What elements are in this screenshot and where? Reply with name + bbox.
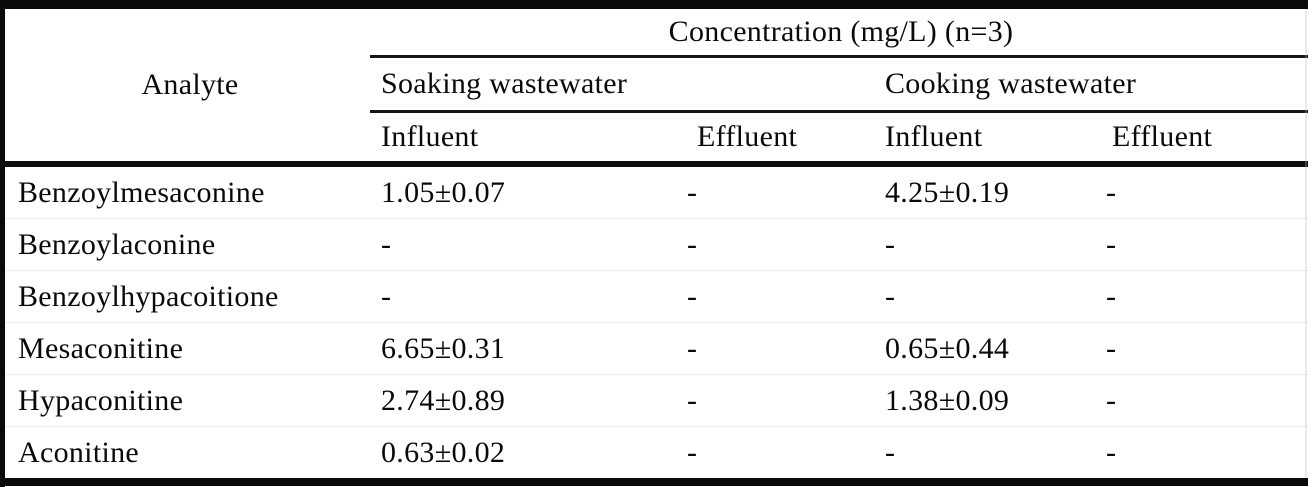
analyte-name: Benzoylmesaconine [18, 175, 265, 209]
rule-under-title [370, 55, 1308, 58]
value-cooking-effluent: - [1106, 279, 1117, 313]
value-soaking-effluent: - [687, 279, 698, 313]
value-cooking-effluent: - [1106, 175, 1117, 209]
subheader-soaking-effluent: Effluent [697, 120, 798, 153]
analyte-column-header: Analyte [141, 68, 239, 101]
value-soaking-influent: 2.74±0.89 [381, 383, 506, 417]
value-cooking-effluent: - [1106, 331, 1117, 365]
table-body: Benzoylmesaconine 1.05±0.07 - 4.25±0.19 … [5, 167, 1308, 478]
table-row: Benzoylaconine - - - - [5, 218, 1308, 270]
analyte-name: Benzoylaconine [18, 227, 216, 261]
value-soaking-effluent: - [687, 383, 698, 417]
group-header-cooking-wastewater: Cooking wastewater [885, 67, 1137, 100]
group-header-soaking-wastewater: Soaking wastewater [381, 67, 628, 100]
table-top-border [0, 0, 1308, 9]
analyte-name: Mesaconitine [18, 331, 184, 365]
value-cooking-influent: 1.38±0.09 [885, 383, 1010, 417]
table-bottom-border [0, 478, 1308, 486]
table-row: Benzoylhypacoitione - - - - [5, 270, 1308, 322]
value-cooking-influent: 0.65±0.44 [885, 331, 1010, 365]
table-row: Aconitine 0.63±0.02 - - - [5, 426, 1308, 478]
subheader-soaking-influent: Influent [381, 120, 479, 153]
table-row: Hypaconitine 2.74±0.89 - 1.38±0.09 - [5, 374, 1308, 426]
value-soaking-influent: - [381, 227, 392, 261]
value-soaking-effluent: - [687, 435, 698, 469]
value-soaking-effluent: - [687, 175, 698, 209]
value-cooking-effluent: - [1106, 227, 1117, 261]
faint-right-gridline [1305, 9, 1307, 478]
table-title: Concentration (mg/L) (n=3) [668, 15, 1014, 48]
table-row: Benzoylmesaconine 1.05±0.07 - 4.25±0.19 … [5, 167, 1308, 218]
analyte-name: Hypaconitine [18, 383, 184, 417]
value-soaking-effluent: - [687, 227, 698, 261]
table-row: Mesaconitine 6.65±0.31 - 0.65±0.44 - [5, 322, 1308, 374]
value-cooking-effluent: - [1106, 435, 1117, 469]
analyte-name: Benzoylhypacoitione [18, 279, 279, 313]
value-soaking-effluent: - [687, 331, 698, 365]
value-soaking-influent: 0.63±0.02 [381, 435, 506, 469]
table-left-border [0, 0, 5, 487]
rule-under-column-headers [0, 161, 1308, 167]
subheader-cooking-influent: Influent [885, 120, 983, 153]
value-soaking-influent: 6.65±0.31 [381, 331, 506, 365]
value-soaking-influent: - [381, 279, 392, 313]
value-cooking-effluent: - [1106, 383, 1117, 417]
value-soaking-influent: 1.05±0.07 [381, 175, 506, 209]
value-cooking-influent: - [885, 279, 896, 313]
subheader-cooking-effluent: Effluent [1112, 120, 1213, 153]
value-cooking-influent: 4.25±0.19 [885, 175, 1010, 209]
analyte-name: Aconitine [18, 435, 140, 469]
value-cooking-influent: - [885, 227, 896, 261]
rule-under-group-headers [370, 110, 1308, 113]
value-cooking-influent: - [885, 435, 896, 469]
